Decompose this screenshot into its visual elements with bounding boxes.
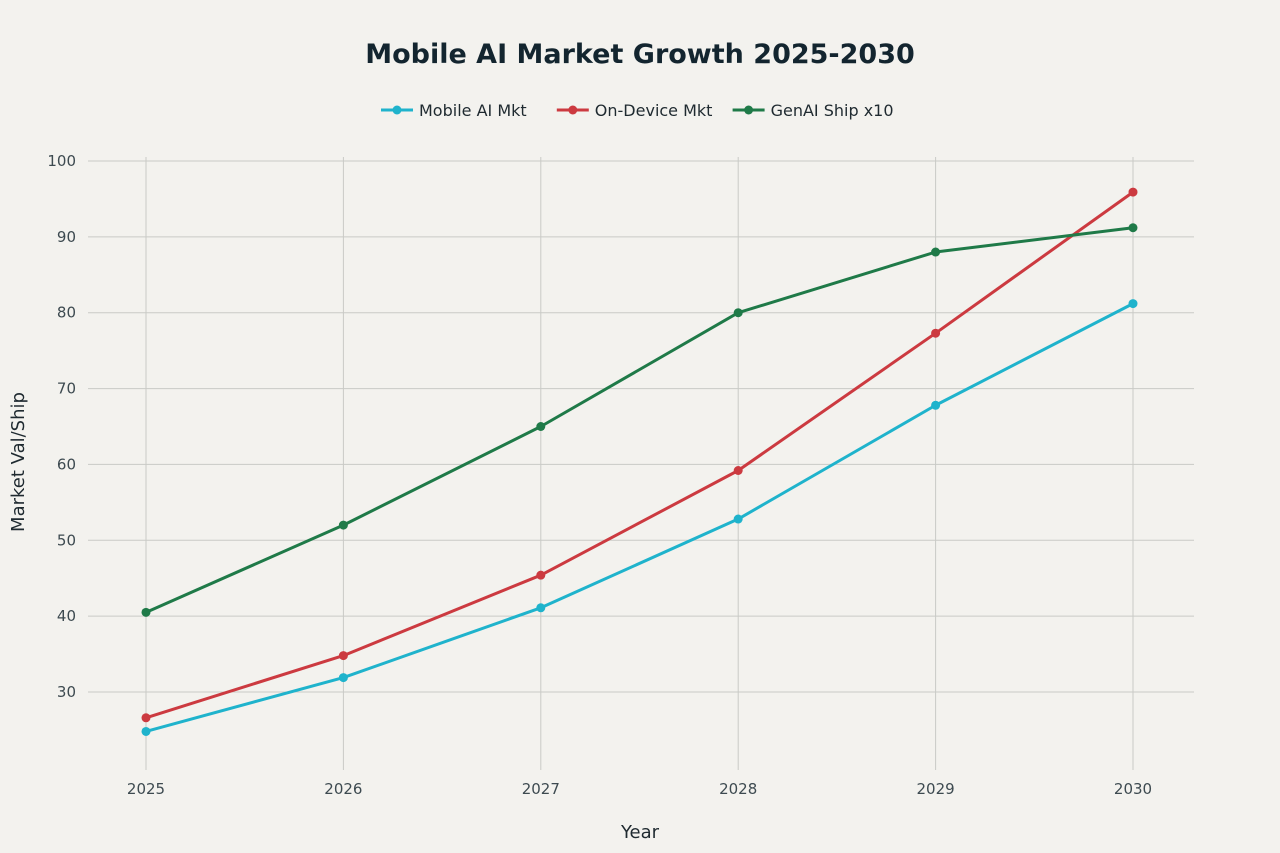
data-point[interactable] — [141, 713, 151, 723]
data-point[interactable] — [733, 308, 743, 318]
x-tick-label: 2026 — [324, 780, 362, 798]
series-mobile-ai-mkt — [141, 299, 1138, 736]
legend-label: On-Device Mkt — [595, 101, 713, 120]
x-tick-label: 2030 — [1114, 780, 1152, 798]
legend-label: Mobile AI Mkt — [419, 101, 527, 120]
series-group — [141, 187, 1138, 736]
series-on-device-mkt — [141, 187, 1138, 723]
y-tick-label: 90 — [57, 228, 76, 246]
legend-item[interactable]: On-Device Mkt — [556, 101, 713, 120]
data-point[interactable] — [536, 422, 546, 431]
series-genai-ship-x10 — [141, 223, 1138, 617]
series-line-on-device-mkt — [144, 190, 1135, 720]
data-point[interactable] — [931, 400, 941, 410]
series-line-mobile-ai-mkt — [144, 302, 1135, 733]
data-point[interactable] — [1128, 187, 1138, 197]
legend-swatch-marker — [744, 105, 754, 115]
legend-item[interactable]: Mobile AI Mkt — [381, 101, 527, 120]
x-tick-label: 2029 — [917, 780, 955, 798]
data-point[interactable] — [141, 607, 151, 617]
data-point[interactable] — [733, 514, 743, 524]
x-tick-label: 2025 — [127, 780, 165, 798]
y-tick-label: 40 — [57, 607, 76, 625]
x-axis-title: Year — [620, 822, 660, 843]
data-point[interactable] — [1128, 299, 1138, 309]
y-axis-title: Market Val/Ship — [8, 392, 29, 532]
data-point[interactable] — [338, 651, 348, 661]
data-point[interactable] — [1128, 223, 1138, 233]
legend[interactable]: Mobile AI Mkt On-Device Mkt GenAI Ship x10 — [381, 101, 894, 120]
legend-swatch-marker — [568, 105, 578, 115]
data-point[interactable] — [931, 328, 941, 338]
y-tick-label: 70 — [57, 380, 76, 398]
x-tick-label: 2028 — [719, 780, 757, 798]
y-tick-label: 60 — [57, 455, 76, 473]
data-point[interactable] — [931, 247, 941, 257]
data-point[interactable] — [141, 726, 151, 736]
y-tick-label: 100 — [47, 152, 76, 170]
x-tick-label: 2027 — [522, 780, 560, 798]
data-point[interactable] — [536, 570, 546, 580]
legend-swatch-marker — [392, 105, 402, 115]
data-point[interactable] — [536, 603, 546, 613]
gridlines — [88, 157, 1194, 770]
y-tick-label: 80 — [57, 304, 76, 322]
y-axis-ticks: 30 40 50 60 70 80 90 100 — [47, 152, 76, 701]
data-point[interactable] — [733, 465, 743, 475]
data-point[interactable] — [338, 673, 348, 683]
y-tick-label: 50 — [57, 531, 76, 549]
y-tick-label: 30 — [57, 683, 76, 701]
x-axis-ticks: 2025 2026 2027 2028 2029 2030 — [127, 780, 1152, 798]
legend-label: GenAI Ship x10 — [771, 101, 894, 120]
series-line-genai-ship-x10 — [144, 226, 1135, 614]
data-point[interactable] — [338, 520, 348, 530]
legend-item[interactable]: GenAI Ship x10 — [732, 101, 894, 120]
chart-title: Mobile AI Market Growth 2025-2030 — [365, 39, 915, 70]
